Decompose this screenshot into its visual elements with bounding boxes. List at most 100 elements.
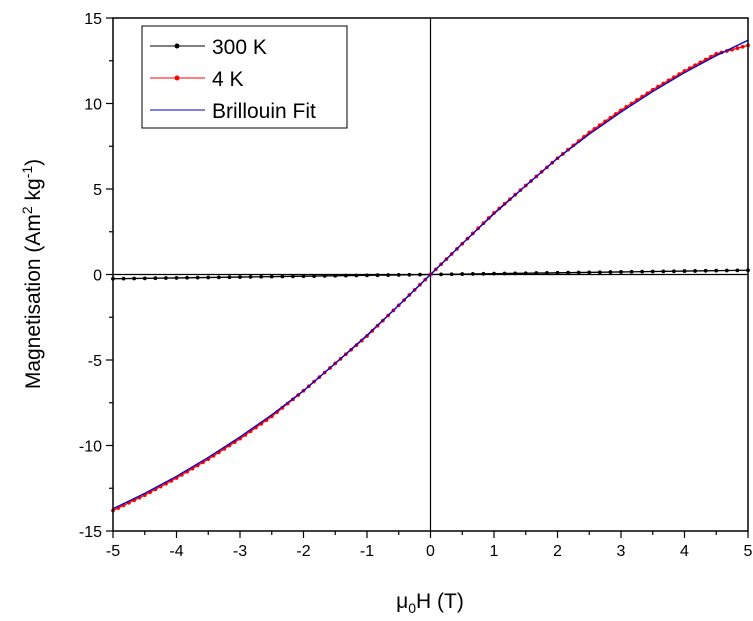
y-axis-title-sup2: -1	[19, 166, 35, 179]
series-point-300-k	[566, 270, 570, 275]
series-point-300-k	[513, 271, 518, 276]
y-axis-title-mid: kg	[22, 178, 45, 206]
y-tick-label: -5	[88, 353, 102, 370]
x-tick-label: -4	[169, 543, 183, 560]
y-tick-label: -15	[79, 524, 102, 541]
series-point-300-k	[407, 272, 412, 277]
series-point-300-k	[153, 276, 158, 281]
legend-entry-300k: 300 K	[150, 36, 267, 59]
x-axis-title-subscript: 0	[408, 600, 416, 616]
series-point-300-k	[619, 270, 623, 274]
series-point-300-k	[714, 268, 719, 273]
series-point-300-k	[185, 275, 189, 280]
y-tick-label: -10	[79, 439, 102, 456]
series-point-4-k	[740, 44, 745, 49]
series-point-300-k	[608, 270, 613, 274]
x-tick-label: -2	[296, 543, 310, 560]
x-tick-label: 2	[553, 543, 562, 560]
series-point-300-k	[301, 274, 306, 279]
series-point-300-k	[724, 268, 729, 273]
y-tick-label: 0	[93, 268, 102, 285]
series-point-300-k	[227, 275, 232, 280]
series-point-300-k	[259, 274, 264, 279]
series-point-300-k	[386, 273, 391, 277]
series-point-300-k	[640, 269, 645, 274]
series-point-300-k	[322, 274, 327, 278]
axis-ticks	[106, 17, 749, 538]
series-point-300-k	[132, 276, 137, 281]
x-tick-label: 3	[617, 543, 626, 560]
y-tick-label: 15	[84, 11, 102, 28]
series-point-300-k	[735, 268, 740, 273]
y-axis-title-post: )	[22, 159, 45, 166]
series-point-300-k	[238, 275, 242, 279]
y-tick-label: 10	[84, 97, 102, 114]
series-point-300-k	[280, 274, 285, 279]
x-tick-label: -1	[360, 543, 374, 560]
series-point-300-k	[545, 271, 549, 275]
legend-label-4k: 4 K	[212, 68, 244, 91]
series-point-300-k	[333, 273, 338, 278]
series-point-300-k	[206, 275, 211, 280]
series-line-brillouin-fit	[112, 39, 749, 510]
series-point-300-k	[492, 271, 496, 276]
y-axis-title: Magnetisation (Am2 kg-1)	[19, 159, 45, 389]
x-tick-label: 0	[426, 543, 435, 560]
legend-label-300k: 300 K	[212, 36, 267, 59]
series-point-300-k	[343, 273, 348, 278]
series-layer	[111, 39, 750, 513]
x-tick-label: 1	[490, 543, 499, 560]
y-axis-title-pre: Magnetisation (Am	[22, 214, 45, 389]
series-point-300-k	[174, 276, 179, 280]
series-point-300-k	[164, 276, 168, 280]
x-tick-label: 4	[680, 543, 689, 560]
x-axis-title-rest: H (T)	[416, 590, 464, 613]
series-point-300-k	[216, 275, 221, 280]
series-point-300-k	[354, 273, 359, 278]
series-point-300-k	[481, 271, 486, 276]
series-point-300-k	[703, 268, 708, 273]
series-point-300-k	[195, 275, 200, 280]
y-axis-title-sup1: 2	[19, 206, 35, 214]
legend-marker-300k	[174, 43, 180, 49]
y-tick-label: 5	[93, 182, 102, 199]
series-point-300-k	[418, 272, 422, 277]
legend: 300 K 4 K Brillouin Fit	[141, 25, 348, 129]
series-point-300-k	[597, 270, 602, 275]
series-point-300-k	[396, 273, 401, 277]
series-brillouin-fit	[112, 39, 749, 510]
legend-marker-4k	[174, 75, 180, 81]
series-point-300-k	[693, 269, 697, 273]
series-point-300-k	[312, 274, 316, 278]
series-point-300-k	[248, 275, 253, 279]
series-point-300-k	[587, 270, 592, 275]
series-point-300-k	[523, 271, 528, 276]
series-point-300-k	[460, 272, 465, 276]
legend-label-brillouin-fit: Brillouin Fit	[212, 100, 316, 123]
series-point-300-k	[682, 269, 687, 273]
series-point-300-k	[672, 269, 676, 274]
series-point-300-k	[439, 272, 443, 277]
series-point-300-k	[365, 273, 369, 278]
x-tick-label: 5	[744, 543, 753, 560]
series-point-300-k	[555, 270, 560, 275]
series-point-300-k	[661, 269, 666, 274]
series-point-300-k	[449, 272, 454, 277]
series-point-300-k	[142, 276, 147, 281]
series-point-300-k	[269, 274, 274, 279]
legend-entry-4k: 4 K	[150, 68, 244, 91]
series-point-300-k	[470, 272, 475, 276]
x-axis-title: μ0H (T)	[396, 590, 464, 616]
x-tick-label: -5	[106, 543, 120, 560]
series-point-300-k	[650, 269, 655, 274]
legend-entry-brillouin-fit: Brillouin Fit	[150, 100, 316, 123]
series-point-300-k	[291, 274, 295, 279]
series-point-300-k	[629, 269, 634, 274]
series-point-4-k	[735, 46, 740, 51]
series-point-300-k	[121, 276, 126, 281]
x-tick-label: -3	[233, 543, 247, 560]
series-point-300-k	[502, 271, 507, 276]
